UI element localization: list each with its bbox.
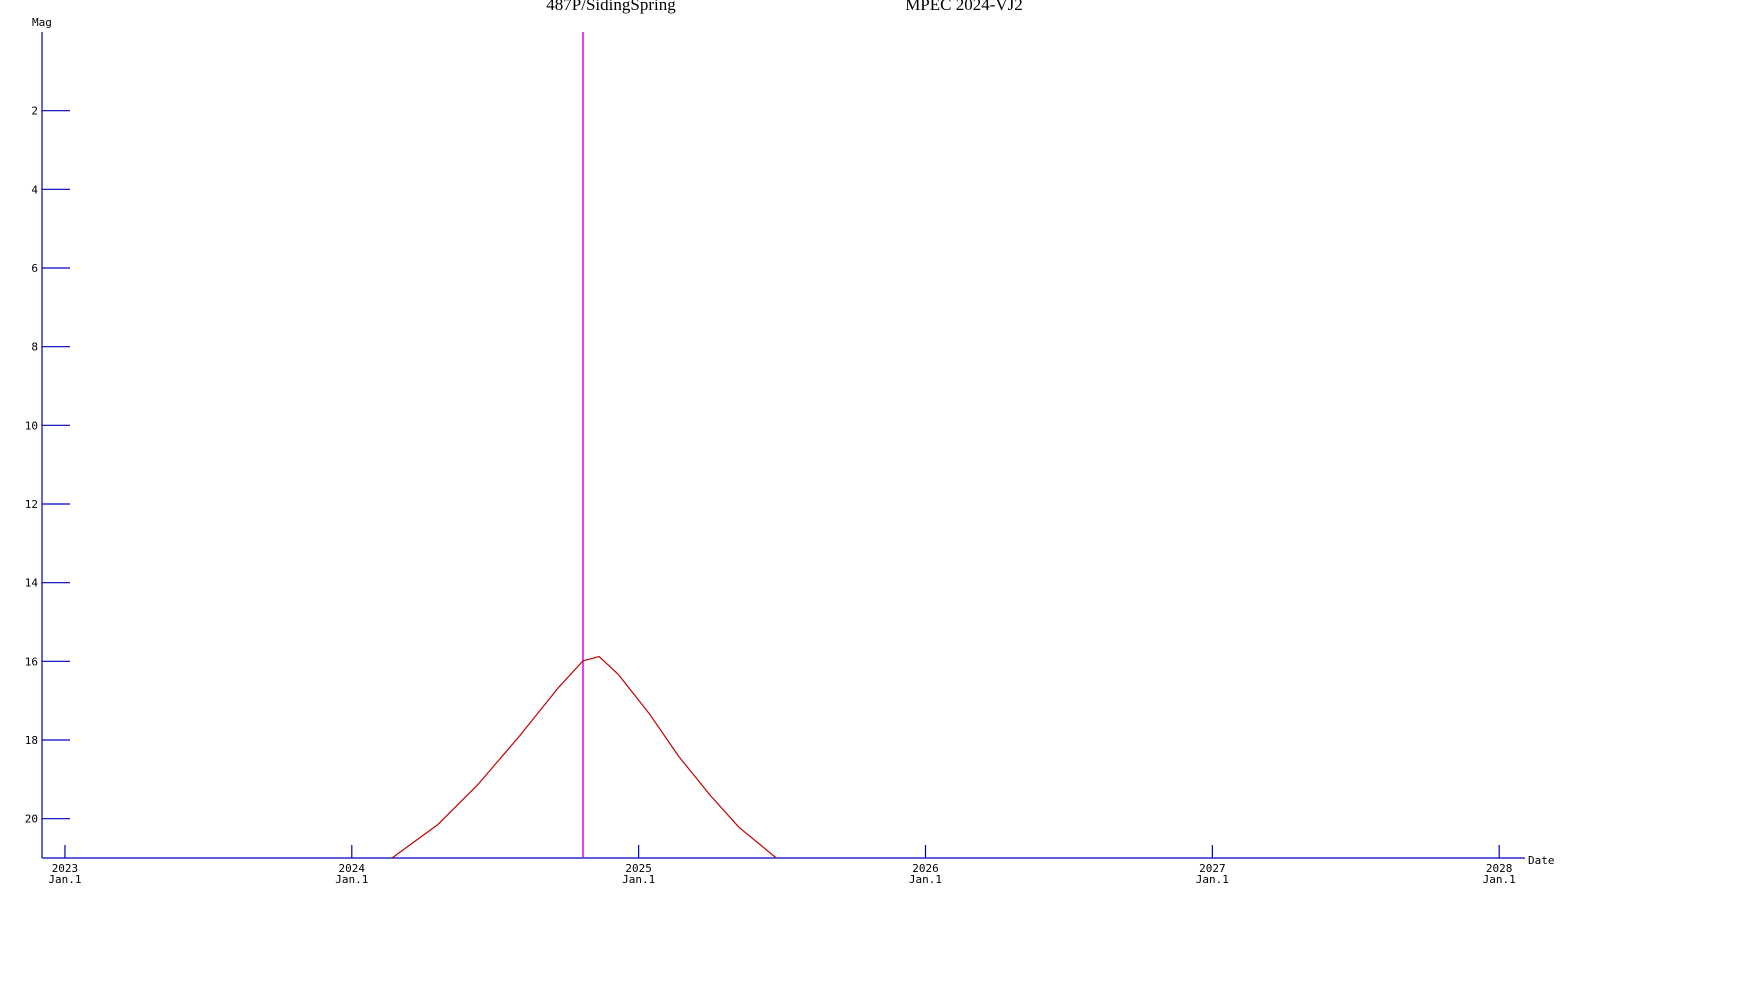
y-tick-label: 14: [25, 577, 39, 590]
y-axis-label: Mag: [32, 16, 52, 29]
y-tick-label: 10: [25, 419, 38, 432]
y-tick-label: 8: [31, 341, 38, 354]
x-tick-label-line: Jan.1: [48, 873, 81, 886]
x-tick-label: 2027 Jan.1: [1196, 862, 1229, 886]
y-tick-label: 6: [31, 262, 38, 275]
x-tick-label-line: 2023: [52, 862, 79, 875]
x-tick-label-line: 2026: [912, 862, 939, 875]
y-tick-label: 2: [31, 105, 38, 118]
x-tick-label-line: 2027: [1199, 862, 1226, 875]
x-tick-label-line: 2028: [1486, 862, 1513, 875]
x-tick-label-line: Jan.1: [1483, 873, 1516, 886]
magnitude-curve: [391, 656, 777, 859]
y-tick-label: 12: [25, 498, 38, 511]
x-tick-label-line: Jan.1: [622, 873, 655, 886]
x-tick-label: 2025 Jan.1: [622, 862, 655, 886]
x-tick-label-line: Jan.1: [1196, 873, 1229, 886]
y-tick-label: 20: [25, 813, 38, 826]
chart-subtitle: MPEC 2024-VJ2: [905, 0, 1023, 14]
chart-title: 487P/SidingSpring: [546, 0, 676, 14]
y-tick-label: 16: [25, 655, 38, 668]
x-tick-label-line: 2024: [339, 862, 366, 875]
x-tick-label-line: Jan.1: [335, 873, 368, 886]
x-axis-label: Date: [1528, 854, 1555, 867]
x-tick-label: 2026 Jan.1: [909, 862, 942, 886]
y-tick-label: 4: [31, 183, 38, 196]
x-tick-label: 2024 Jan.1: [335, 862, 368, 886]
x-tick-label: 2028 Jan.1: [1483, 862, 1516, 886]
y-tick-label: 18: [25, 734, 38, 747]
x-tick-label: 2023 Jan.1: [48, 862, 81, 886]
x-tick-label-line: 2025: [625, 862, 652, 875]
x-tick-label-line: Jan.1: [909, 873, 942, 886]
